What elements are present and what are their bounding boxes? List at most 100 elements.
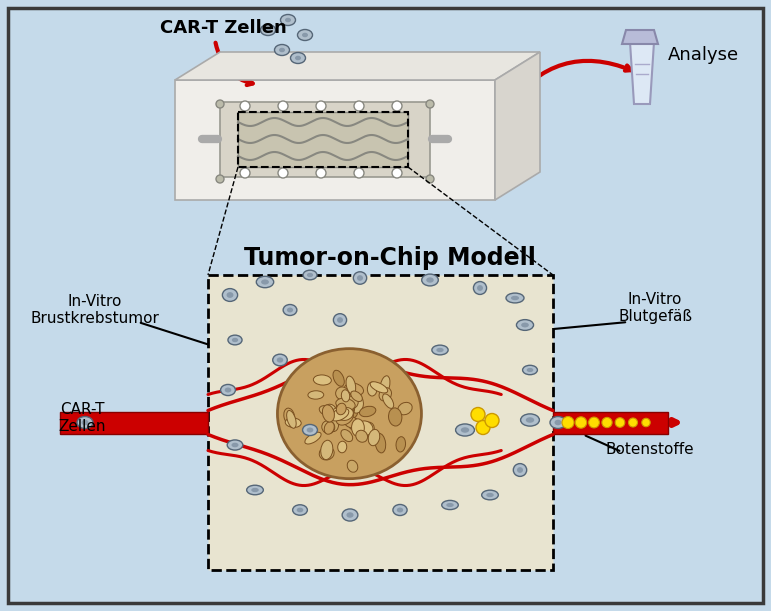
Ellipse shape	[297, 508, 303, 513]
Ellipse shape	[338, 409, 352, 423]
Circle shape	[602, 417, 612, 428]
Ellipse shape	[389, 408, 402, 426]
Ellipse shape	[313, 375, 332, 385]
Ellipse shape	[517, 467, 523, 473]
Ellipse shape	[227, 440, 243, 450]
Text: Tumor-on-Chip Modell: Tumor-on-Chip Modell	[244, 246, 536, 270]
Ellipse shape	[347, 419, 359, 429]
Ellipse shape	[221, 384, 235, 395]
Ellipse shape	[432, 345, 448, 355]
Ellipse shape	[261, 24, 275, 35]
Ellipse shape	[351, 391, 362, 401]
Circle shape	[316, 101, 326, 111]
Ellipse shape	[517, 320, 534, 331]
Ellipse shape	[342, 406, 358, 420]
Ellipse shape	[247, 485, 264, 495]
Ellipse shape	[393, 505, 407, 516]
Bar	[553, 411, 668, 433]
Ellipse shape	[337, 317, 343, 323]
Ellipse shape	[422, 274, 438, 286]
Ellipse shape	[341, 430, 352, 442]
Polygon shape	[175, 52, 540, 80]
Ellipse shape	[298, 29, 312, 40]
Ellipse shape	[511, 296, 519, 300]
Ellipse shape	[342, 509, 358, 521]
Ellipse shape	[227, 292, 234, 298]
Ellipse shape	[353, 272, 367, 284]
Ellipse shape	[256, 276, 274, 288]
Ellipse shape	[283, 304, 297, 315]
Circle shape	[216, 100, 224, 108]
Ellipse shape	[285, 418, 301, 428]
Ellipse shape	[339, 396, 359, 410]
Ellipse shape	[321, 441, 333, 459]
Ellipse shape	[336, 411, 353, 425]
Ellipse shape	[279, 48, 285, 53]
Ellipse shape	[336, 403, 345, 419]
Ellipse shape	[380, 376, 390, 395]
Circle shape	[278, 101, 288, 111]
Circle shape	[316, 168, 326, 178]
Ellipse shape	[345, 400, 355, 419]
Circle shape	[641, 419, 650, 426]
Ellipse shape	[487, 493, 493, 497]
Circle shape	[354, 168, 364, 178]
Ellipse shape	[273, 354, 288, 366]
Ellipse shape	[359, 406, 375, 417]
Ellipse shape	[285, 18, 291, 22]
Text: CAR-T Zellen: CAR-T Zellen	[160, 19, 287, 37]
Ellipse shape	[442, 500, 458, 510]
Ellipse shape	[357, 275, 363, 281]
Ellipse shape	[398, 403, 412, 415]
Ellipse shape	[305, 432, 321, 444]
Ellipse shape	[307, 273, 313, 277]
Ellipse shape	[520, 414, 540, 426]
Ellipse shape	[340, 407, 354, 420]
Bar	[238, 112, 408, 167]
Ellipse shape	[367, 382, 377, 396]
Ellipse shape	[375, 433, 386, 453]
Bar	[60, 411, 208, 433]
Ellipse shape	[346, 376, 355, 394]
Ellipse shape	[550, 417, 566, 428]
Ellipse shape	[333, 370, 345, 386]
Ellipse shape	[274, 45, 289, 56]
Ellipse shape	[370, 382, 388, 393]
Ellipse shape	[348, 418, 359, 430]
Circle shape	[485, 414, 499, 428]
Ellipse shape	[265, 27, 271, 32]
Bar	[220, 102, 430, 177]
Ellipse shape	[350, 395, 363, 413]
Ellipse shape	[345, 383, 363, 396]
Ellipse shape	[278, 349, 422, 478]
Ellipse shape	[343, 416, 359, 428]
Ellipse shape	[232, 338, 238, 342]
Ellipse shape	[396, 437, 406, 452]
Ellipse shape	[302, 425, 318, 436]
Circle shape	[354, 101, 364, 111]
Circle shape	[471, 408, 485, 422]
Ellipse shape	[382, 394, 394, 408]
Ellipse shape	[456, 424, 474, 436]
Ellipse shape	[477, 285, 483, 291]
Ellipse shape	[231, 443, 238, 447]
Circle shape	[426, 175, 434, 183]
Ellipse shape	[82, 420, 89, 425]
Ellipse shape	[338, 441, 347, 453]
Circle shape	[240, 101, 250, 111]
Text: CAR-T
Zellen: CAR-T Zellen	[59, 402, 106, 434]
Ellipse shape	[397, 508, 403, 513]
Ellipse shape	[302, 33, 308, 37]
Circle shape	[240, 168, 250, 178]
Ellipse shape	[293, 505, 308, 515]
Ellipse shape	[291, 53, 305, 64]
Text: In-Vitro
Blutgefäß: In-Vitro Blutgefäß	[618, 292, 692, 324]
Ellipse shape	[332, 408, 345, 420]
Ellipse shape	[363, 422, 374, 435]
Circle shape	[216, 175, 224, 183]
Text: In-Vitro
Brustkrebstumor: In-Vitro Brustkrebstumor	[31, 294, 160, 326]
Ellipse shape	[355, 430, 368, 442]
Polygon shape	[622, 30, 658, 44]
Ellipse shape	[436, 348, 443, 352]
Polygon shape	[495, 52, 540, 200]
